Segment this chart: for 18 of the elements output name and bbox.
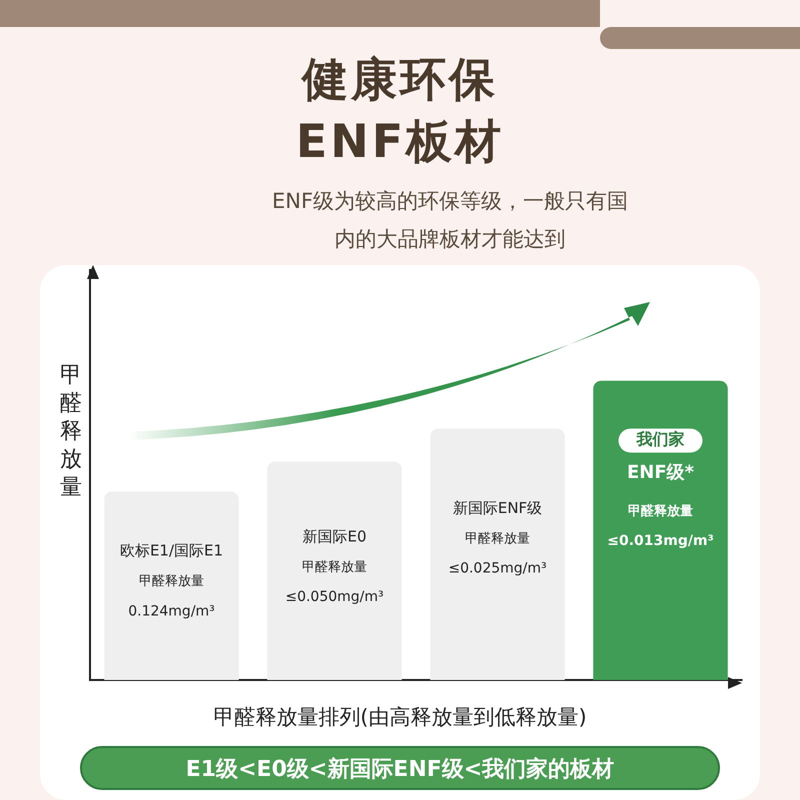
text: E1级<E0级<新国际ENF级<我们家的板材 — [80, 746, 720, 790]
annotation: 甲醛释放量 ≤0.013mg/m³ — [607, 504, 714, 550]
annotation: 甲醛释放量 0.124mg/m³ — [128, 574, 215, 620]
annotation: 甲醛释放量 ≤0.025mg/m³ — [448, 531, 547, 577]
x-tick-label: 欧标E1/国际E1 — [120, 542, 224, 560]
x-tick-label: 新国际E0 — [302, 527, 367, 546]
bar — [104, 491, 239, 680]
x-axis-title: 甲醛释放量排列(由高释放量到低释放量) — [212, 704, 588, 731]
annotation: 我们家 — [636, 430, 684, 449]
bar — [267, 462, 402, 680]
bar — [430, 428, 565, 680]
chart-title: 健康环保 ENF板材 — [294, 51, 506, 170]
annotation: 甲醛释放量 ≤0.050mg/m³ — [285, 560, 384, 606]
chart-subtitle: ENF级为较高的环保等级，一般只有国内的大品牌板材才能达到 — [270, 188, 630, 253]
x-tick-label: 新国际ENF级 — [452, 498, 542, 517]
x-tick-label: ENF级* — [626, 462, 695, 484]
y-axis-title: 甲醛释放量 — [59, 362, 83, 502]
bar — [593, 380, 728, 680]
